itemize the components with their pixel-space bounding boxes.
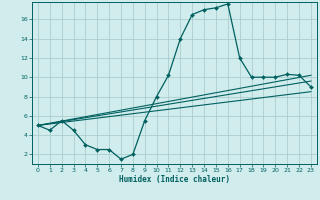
X-axis label: Humidex (Indice chaleur): Humidex (Indice chaleur) — [119, 175, 230, 184]
